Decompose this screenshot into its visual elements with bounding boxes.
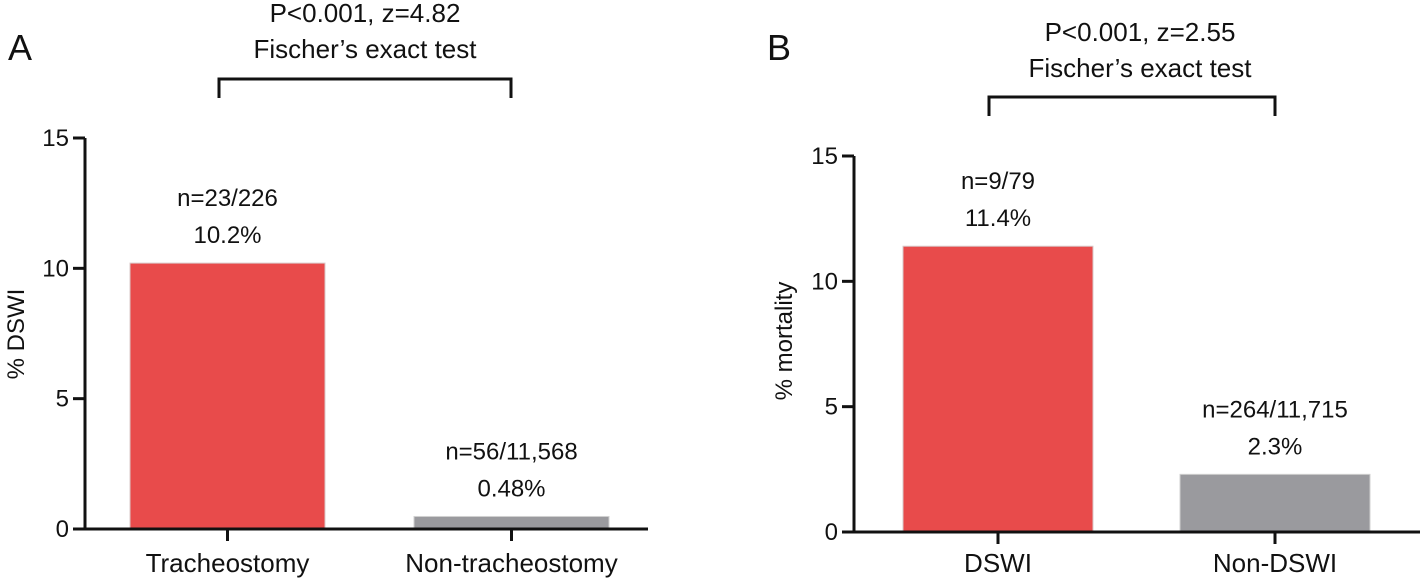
- data-label-percent: 2.3%: [1248, 433, 1303, 460]
- x-tick-label: Tracheostomy: [146, 548, 310, 578]
- comparison-test: Fischer’s exact test: [253, 34, 477, 64]
- y-tick-label: 10: [811, 268, 838, 295]
- bar-dswi: [902, 245, 1094, 533]
- x-tick-label: Non-DSWI: [1213, 548, 1337, 578]
- y-axis-label: % mortality: [771, 282, 798, 401]
- comparison-stat: P<0.001, z=4.82: [270, 0, 461, 28]
- chart-panel-a: A P<0.001, z=4.82 Fischer’s exact test 10.2…: [3, 0, 648, 578]
- y-axis-label: % DSWI: [3, 289, 30, 380]
- y-tick-label: 5: [825, 394, 838, 421]
- bar-non-tracheostomy: [413, 515, 610, 530]
- data-label-count: n=23/226: [177, 185, 278, 212]
- x-tick-label: Non-tracheostomy: [405, 548, 617, 578]
- bar-tracheostomy: [129, 262, 326, 530]
- data-label-count: n=264/11,715: [1202, 396, 1348, 423]
- panel-letter: B: [767, 27, 791, 68]
- y-tick-label: 15: [811, 143, 838, 170]
- y-tick-label: 10: [42, 255, 69, 282]
- chart-panel-b: B P<0.001, z=2.55 Fischer’s exact test 11.4…: [767, 17, 1420, 578]
- data-label-percent: 10.2%: [193, 222, 261, 249]
- significance-bracket: [217, 77, 513, 98]
- bar-non-dswi: [1179, 473, 1371, 533]
- comparison-stat: P<0.001, z=2.55: [1045, 17, 1236, 47]
- y-tick-label: 5: [56, 386, 69, 413]
- y-tick-label: 0: [825, 519, 838, 546]
- data-label-percent: 11.4%: [965, 205, 1031, 232]
- panel-letter: A: [8, 27, 32, 68]
- y-tick-label: 15: [42, 125, 69, 152]
- significance-bracket: [987, 95, 1277, 116]
- data-label-count: n=9/79: [961, 168, 1035, 195]
- x-tick-label: DSWI: [964, 548, 1032, 578]
- y-tick-label: 0: [56, 516, 69, 543]
- comparison-test: Fischer’s exact test: [1028, 53, 1252, 83]
- data-label-percent: 0.48%: [477, 475, 545, 502]
- data-label-count: n=56/11,568: [445, 438, 577, 465]
